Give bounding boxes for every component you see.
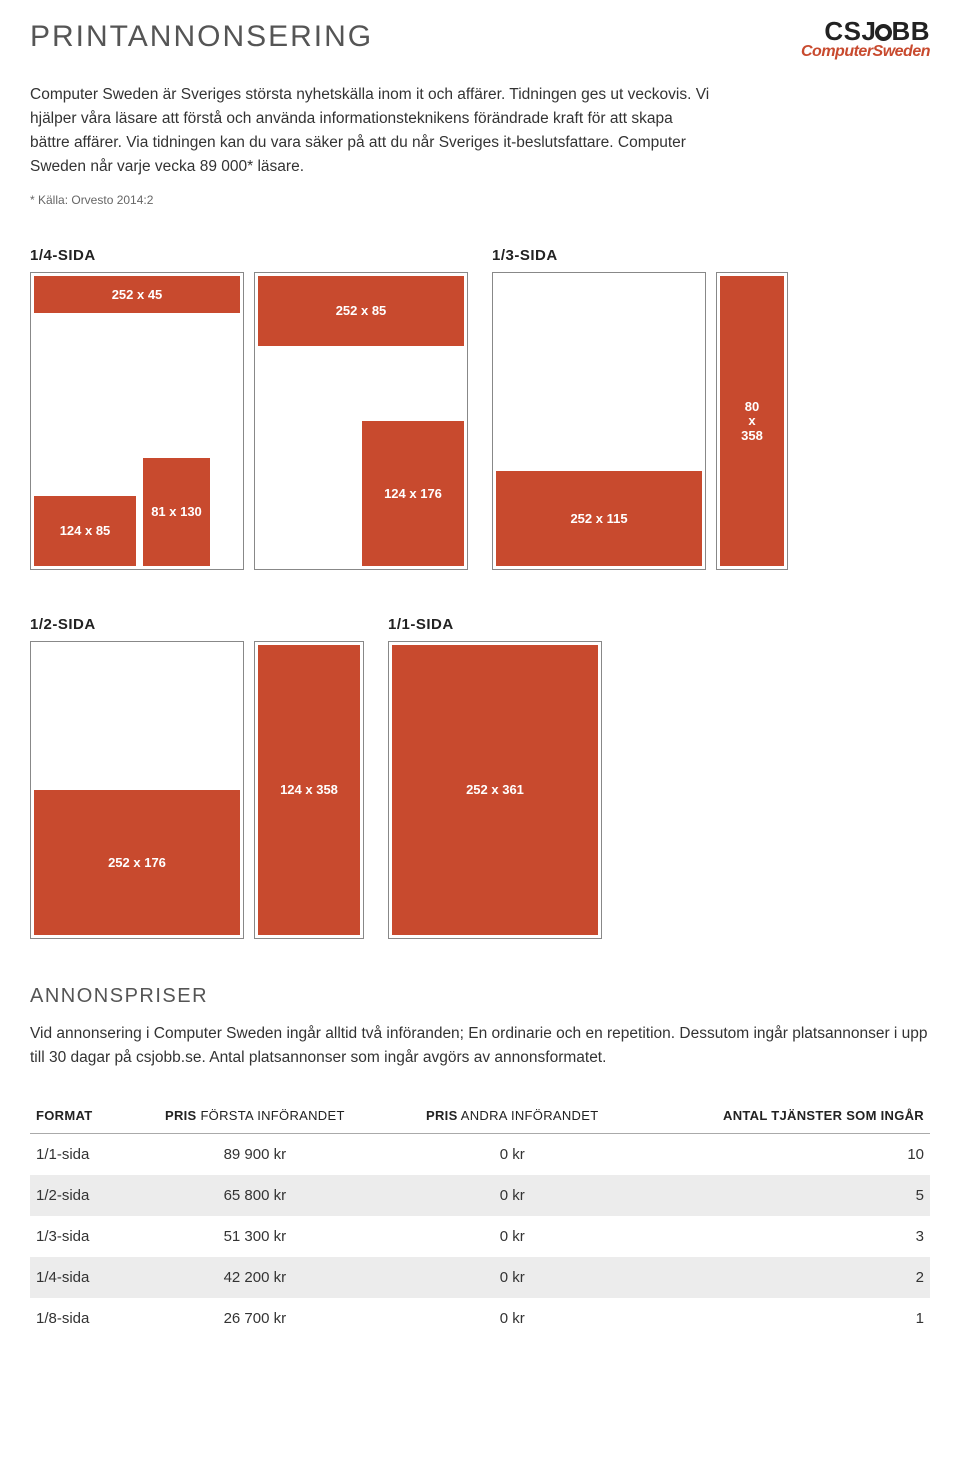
intro-paragraph: Computer Sweden är Sveriges största nyhe… xyxy=(30,83,710,179)
cell-format: 1/4-sida xyxy=(30,1257,124,1298)
cell-n: 1 xyxy=(638,1298,930,1339)
block-124x85: 124 x 85 xyxy=(34,496,136,566)
logo-sub: ComputerSweden xyxy=(801,43,930,61)
page-title: PRINTANNONSERING xyxy=(30,20,373,54)
panel-group: 252 x 361 xyxy=(388,641,602,939)
cell-p2: 0 kr xyxy=(386,1175,638,1216)
logo-main: CSJBB xyxy=(801,20,930,43)
th-antal: ANTAL TJÄNSTER SOM INGÅR xyxy=(638,1098,930,1134)
block-252x85: 252 x 85 xyxy=(258,276,464,346)
panel-group: 252 x 176 124 x 358 xyxy=(30,641,364,939)
block-124x358: 124 x 358 xyxy=(258,645,360,935)
logo: CSJBB ComputerSweden xyxy=(801,20,930,61)
panel: 252 x 115 xyxy=(492,272,706,570)
section-1-3: 1/3-SIDA 252 x 115 80 x 358 xyxy=(492,247,788,570)
th-pris1: PRIS FÖRSTA INFÖRANDET xyxy=(124,1098,386,1134)
block-252x115: 252 x 115 xyxy=(496,471,702,566)
section-1-1: 1/1-SIDA 252 x 361 xyxy=(388,616,602,939)
section-label: 1/2-SIDA xyxy=(30,616,364,633)
cell-p2: 0 kr xyxy=(386,1134,638,1176)
table-row: 1/3-sida51 300 kr0 kr3 xyxy=(30,1216,930,1257)
section-label: 1/3-SIDA xyxy=(492,247,788,264)
block-252x45: 252 x 45 xyxy=(34,276,240,313)
cell-p1: 26 700 kr xyxy=(124,1298,386,1339)
th-light: FÖRSTA INFÖRANDET xyxy=(197,1108,345,1123)
th-strong: FORMAT xyxy=(36,1108,92,1123)
prices-title: ANNONSPRISER xyxy=(30,985,930,1008)
panel-group: 252 x 115 80 x 358 xyxy=(492,272,788,570)
panel-group: 252 x 45 124 x 85 81 x 130 252 x 85 124 … xyxy=(30,272,468,570)
cell-format: 1/1-sida xyxy=(30,1134,124,1176)
cell-p1: 89 900 kr xyxy=(124,1134,386,1176)
section-1-2: 1/2-SIDA 252 x 176 124 x 358 xyxy=(30,616,364,939)
panel: 80 x 358 xyxy=(716,272,788,570)
table-row: 1/1-sida89 900 kr0 kr10 xyxy=(30,1134,930,1176)
panel: 252 x 176 xyxy=(30,641,244,939)
cell-format: 1/3-sida xyxy=(30,1216,124,1257)
cell-n: 5 xyxy=(638,1175,930,1216)
table-row: 1/8-sida26 700 kr0 kr1 xyxy=(30,1298,930,1339)
prices-desc: Vid annonsering i Computer Sweden ingår … xyxy=(30,1022,930,1070)
th-light: ANDRA INFÖRANDET xyxy=(458,1108,599,1123)
diagram-row-1: 1/4-SIDA 252 x 45 124 x 85 81 x 130 252 … xyxy=(30,247,930,570)
cell-format: 1/8-sida xyxy=(30,1298,124,1339)
block-252x176: 252 x 176 xyxy=(34,790,240,935)
block-80x358: 80 x 358 xyxy=(720,276,784,566)
cell-p1: 51 300 kr xyxy=(124,1216,386,1257)
diagram-row-2: 1/2-SIDA 252 x 176 124 x 358 1/1-SIDA 25… xyxy=(30,616,930,939)
cell-p2: 0 kr xyxy=(386,1257,638,1298)
cell-p1: 65 800 kr xyxy=(124,1175,386,1216)
th-strong: PRIS xyxy=(426,1108,458,1123)
block-252x361: 252 x 361 xyxy=(392,645,598,935)
block-81x130: 81 x 130 xyxy=(143,458,210,566)
section-label: 1/4-SIDA xyxy=(30,247,468,264)
cell-n: 3 xyxy=(638,1216,930,1257)
section-1-4: 1/4-SIDA 252 x 45 124 x 85 81 x 130 252 … xyxy=(30,247,468,570)
cell-p2: 0 kr xyxy=(386,1298,638,1339)
panel: 124 x 358 xyxy=(254,641,364,939)
table-header-row: FORMAT PRIS FÖRSTA INFÖRANDET PRIS ANDRA… xyxy=(30,1098,930,1134)
th-strong: PRIS xyxy=(165,1108,197,1123)
cell-p2: 0 kr xyxy=(386,1216,638,1257)
th-format: FORMAT xyxy=(30,1098,124,1134)
table-row: 1/4-sida42 200 kr0 kr2 xyxy=(30,1257,930,1298)
section-label: 1/1-SIDA xyxy=(388,616,602,633)
panel: 252 x 85 124 x 176 xyxy=(254,272,468,570)
panel: 252 x 361 xyxy=(388,641,602,939)
header: PRINTANNONSERING CSJBB ComputerSweden xyxy=(30,20,930,61)
block-124x176: 124 x 176 xyxy=(362,421,464,566)
cell-n: 2 xyxy=(638,1257,930,1298)
cell-p1: 42 200 kr xyxy=(124,1257,386,1298)
panel: 252 x 45 124 x 85 81 x 130 xyxy=(30,272,244,570)
th-strong: ANTAL TJÄNSTER SOM INGÅR xyxy=(723,1108,924,1123)
table-row: 1/2-sida65 800 kr0 kr5 xyxy=(30,1175,930,1216)
intro-footnote: * Källa: Orvesto 2014:2 xyxy=(30,193,930,207)
prices-table: FORMAT PRIS FÖRSTA INFÖRANDET PRIS ANDRA… xyxy=(30,1098,930,1339)
th-pris2: PRIS ANDRA INFÖRANDET xyxy=(386,1098,638,1134)
cell-format: 1/2-sida xyxy=(30,1175,124,1216)
cell-n: 10 xyxy=(638,1134,930,1176)
